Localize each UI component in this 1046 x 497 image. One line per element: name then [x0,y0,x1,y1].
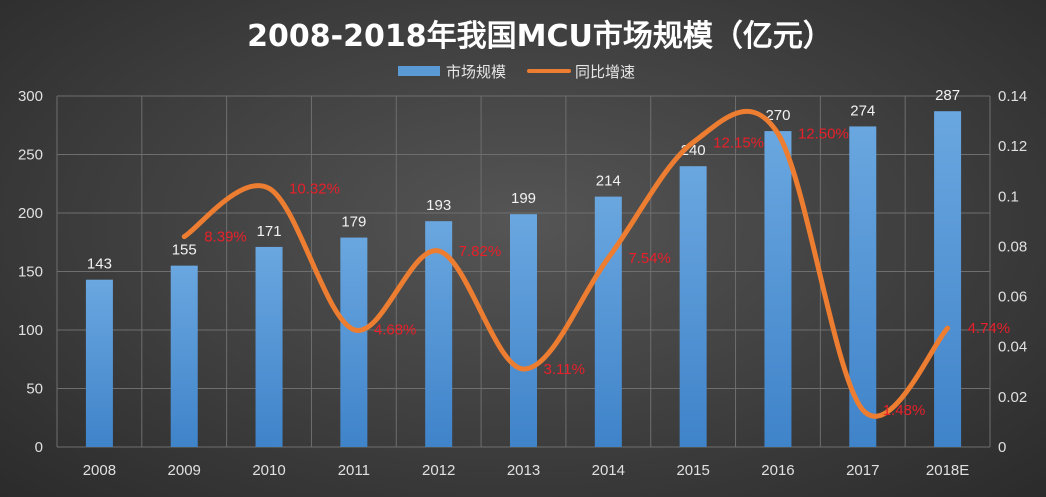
bar-series [85,111,962,448]
growth-rate-label: 12.50% [798,126,849,143]
bar-value-label: 287 [935,87,960,104]
legend: 市场规模 同比增速 [398,63,635,81]
growth-rate-label: 1.48% [883,402,926,419]
bar-value-label: 274 [850,102,875,119]
legend-label-bar: 市场规模 [446,63,506,81]
chart-title: 2008-2018年我国MCU市场规模（亿元） [247,19,833,54]
x-axis: 2008 2009 2010 2011 2012 2013 2014 2015 2016 2017… [83,462,970,479]
x-tick-label: 2008 [83,462,116,479]
growth-rate-label: 4.68% [374,322,417,339]
growth-line-series [181,108,951,419]
x-tick-label: 2009 [168,462,201,479]
y-right-tick-label: 0.06 [998,289,1027,306]
bar [85,279,113,447]
growth-rate-label: 8.39% [204,229,247,246]
legend-label-line: 同比增速 [575,63,635,81]
y-left-tick-label: 300 [18,88,43,105]
bar [934,111,962,448]
bar [764,131,792,447]
bar-value-label: 179 [341,214,366,231]
y-right-tick-label: 0.08 [998,238,1027,255]
bar-value-label: 214 [596,173,621,190]
x-tick-label: 2018E [926,462,969,479]
growth-rate-label: 7.54% [628,250,671,267]
y-right-tick-label: 0.04 [998,339,1027,356]
y-left-tick-label: 250 [18,147,43,164]
bar [340,237,368,447]
legend-swatch-bar [398,66,440,76]
y-left-tick-label: 100 [18,322,43,339]
bar-value-label: 199 [511,190,536,207]
y-left-tick-label: 0 [35,439,43,456]
growth-rate-label: 7.82% [459,243,502,260]
y-right-tick-label: 0 [998,439,1006,456]
bar-value-label: 270 [765,107,790,124]
growth-rate-label: 12.15% [713,134,764,151]
y-left-tick-label: 50 [26,381,43,398]
bar-value-label: 143 [87,256,112,273]
bar [255,246,283,447]
growth-rate-label: 3.11% [544,361,585,378]
y-right-tick-label: 0.12 [998,138,1027,155]
x-tick-label: 2014 [592,462,625,479]
x-tick-label: 2017 [846,462,879,479]
bar [510,214,537,447]
y-left-tick-label: 200 [18,205,43,222]
y-right-tick-label: 0.02 [998,389,1027,406]
x-tick-label: 2016 [761,462,794,479]
growth-rate-line [181,108,951,419]
bar [679,166,707,447]
bar [170,265,198,447]
x-tick-label: 2012 [422,462,455,479]
x-tick-label: 2010 [252,462,285,479]
y-right-tick-label: 0.1 [998,188,1019,205]
bar-value-label: 171 [257,223,282,240]
bar-value-label: 155 [172,242,197,259]
y-left-tick-label: 150 [18,264,43,281]
y-axis-left: 0 50 100 150 200 250 300 [18,88,43,456]
growth-rate-label: 10.32% [289,180,340,197]
bar-value-label: 193 [426,197,451,214]
bar [594,196,622,447]
x-tick-label: 2013 [507,462,540,479]
y-axis-right: 0 0.02 0.04 0.06 0.08 0.1 0.12 0.14 [998,88,1027,456]
x-tick-label: 2015 [676,462,709,479]
y-right-tick-label: 0.14 [998,88,1027,105]
x-tick-label: 2011 [338,462,370,479]
growth-rate-labels: 8.39% 10.32% 4.68% 7.82% 3.11% 7.54% 12.15% 12.… [204,126,1010,419]
growth-rate-label: 4.74% [968,320,1011,337]
